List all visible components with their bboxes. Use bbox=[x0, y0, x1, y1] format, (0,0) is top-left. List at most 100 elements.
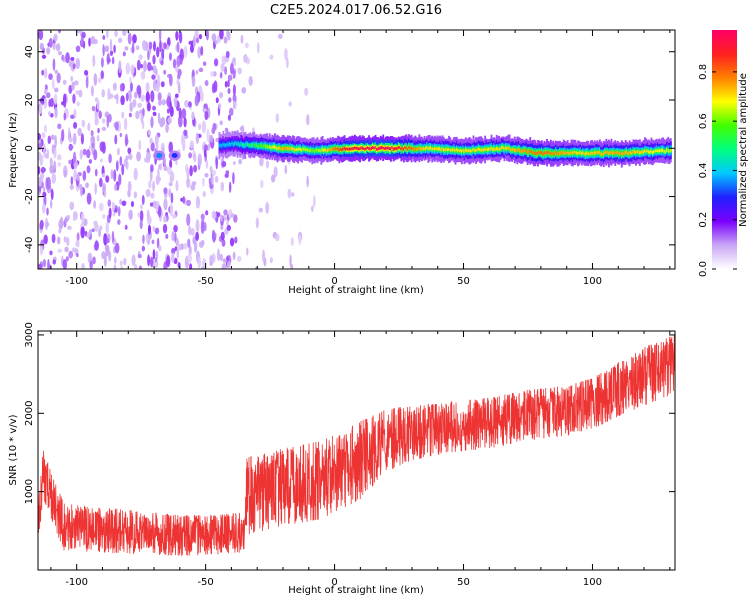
ridge-cell bbox=[236, 142, 239, 146]
noise-blob bbox=[69, 201, 75, 211]
noise-blob bbox=[306, 114, 310, 126]
ridge-cell bbox=[424, 147, 427, 151]
noise-blob bbox=[52, 259, 56, 265]
ridge-cell bbox=[249, 143, 252, 148]
ridge-cell bbox=[549, 151, 552, 155]
ridge-cell bbox=[593, 151, 596, 155]
ridge-cell bbox=[586, 151, 588, 155]
ridge-cell bbox=[413, 147, 416, 151]
noise-blob bbox=[39, 244, 43, 256]
ridge-cell bbox=[369, 147, 372, 151]
noise-blob bbox=[183, 242, 188, 250]
noise-blob bbox=[163, 165, 168, 172]
noise-blob bbox=[49, 157, 53, 166]
noise-blob bbox=[91, 142, 95, 149]
ridge-cell bbox=[286, 146, 289, 151]
noise-blob bbox=[141, 194, 145, 205]
noise-blob bbox=[190, 227, 195, 237]
noise-blob bbox=[137, 253, 142, 259]
ridge-cell bbox=[577, 152, 579, 155]
noise-blob bbox=[221, 262, 226, 269]
noise-blob bbox=[41, 54, 47, 59]
ridge-cell bbox=[637, 150, 640, 154]
ridge-cell bbox=[332, 147, 334, 151]
noise-blob bbox=[118, 173, 122, 186]
ridge-cell bbox=[588, 152, 591, 156]
ridge-cell bbox=[415, 147, 418, 151]
noise-blob bbox=[193, 152, 197, 163]
ridge-cell bbox=[322, 149, 325, 153]
noise-blob bbox=[127, 147, 132, 155]
noise-blob bbox=[87, 252, 93, 264]
noise-blob bbox=[117, 37, 123, 43]
ridge-cell bbox=[317, 149, 320, 152]
noise-blob bbox=[159, 162, 163, 171]
noise-blob bbox=[232, 94, 237, 103]
ridge-cell bbox=[570, 151, 573, 154]
ridge-cell bbox=[587, 152, 590, 156]
ridge-cell bbox=[553, 152, 556, 156]
ridge-cell bbox=[628, 151, 631, 155]
noise-blob bbox=[93, 200, 97, 209]
ridge-cell bbox=[596, 151, 599, 155]
noise-blob bbox=[223, 37, 228, 44]
noise-blob bbox=[76, 173, 80, 181]
noise-blob bbox=[113, 263, 117, 269]
noise-blob bbox=[112, 82, 117, 91]
noise-blob bbox=[48, 37, 53, 48]
noise-blob bbox=[100, 57, 104, 68]
noise-blob bbox=[187, 253, 192, 263]
noise-blob bbox=[220, 225, 224, 230]
noise-blob bbox=[140, 204, 143, 210]
ridge-cell bbox=[660, 149, 663, 153]
noise-blob bbox=[166, 108, 170, 114]
noise-blob bbox=[185, 163, 189, 174]
noise-blob bbox=[119, 156, 123, 166]
ridge-cell bbox=[622, 151, 625, 155]
colorbar-gradient bbox=[712, 30, 737, 269]
noise-blob bbox=[42, 258, 46, 268]
ridge-cell bbox=[353, 146, 356, 150]
noise-blob bbox=[183, 45, 188, 59]
ridge-cell bbox=[646, 149, 649, 153]
noise-blob bbox=[75, 45, 81, 53]
ridge-cell bbox=[584, 152, 587, 156]
noise-blob bbox=[229, 237, 235, 247]
snr-xtick-label: -100 bbox=[65, 577, 88, 588]
noise-blob bbox=[111, 56, 115, 65]
noise-blob bbox=[237, 67, 242, 75]
noise-blob bbox=[178, 243, 182, 251]
ridge-cell bbox=[360, 146, 363, 150]
spectrogram-ytick-label: -20 bbox=[24, 188, 35, 204]
noise-blob bbox=[224, 173, 229, 178]
noise-blob bbox=[121, 111, 125, 119]
noise-blob bbox=[72, 63, 76, 70]
noise-blob bbox=[47, 135, 52, 145]
noise-blob bbox=[165, 123, 169, 133]
noise-blob bbox=[198, 85, 203, 95]
noise-blob bbox=[224, 66, 228, 75]
ridge-cell bbox=[503, 147, 506, 151]
noise-blob bbox=[39, 219, 44, 229]
ridge-cell bbox=[392, 147, 395, 151]
ridge-cell bbox=[268, 145, 271, 148]
noise-blob bbox=[169, 52, 172, 61]
noise-blob bbox=[125, 92, 129, 102]
noise-blob bbox=[62, 79, 67, 85]
ridge-cell bbox=[512, 147, 515, 151]
noise-blob bbox=[202, 177, 205, 187]
ridge-cell bbox=[325, 149, 328, 153]
ridge-cell bbox=[493, 147, 496, 151]
noise-blob bbox=[137, 102, 143, 108]
noise-blob bbox=[274, 233, 280, 242]
spectrogram-panel: -100 -50 0 50 100 -40 -20 0 20 40 Height of strai… bbox=[8, 29, 676, 296]
noise-blob bbox=[142, 107, 145, 117]
noise-blob bbox=[128, 235, 133, 241]
ridge-cell bbox=[435, 147, 438, 151]
noise-blob bbox=[38, 263, 43, 269]
noise-blob bbox=[68, 250, 74, 259]
noise-blob bbox=[54, 69, 59, 74]
noise-blob bbox=[165, 233, 169, 240]
noise-blob bbox=[163, 69, 167, 75]
noise-blob bbox=[163, 187, 168, 195]
